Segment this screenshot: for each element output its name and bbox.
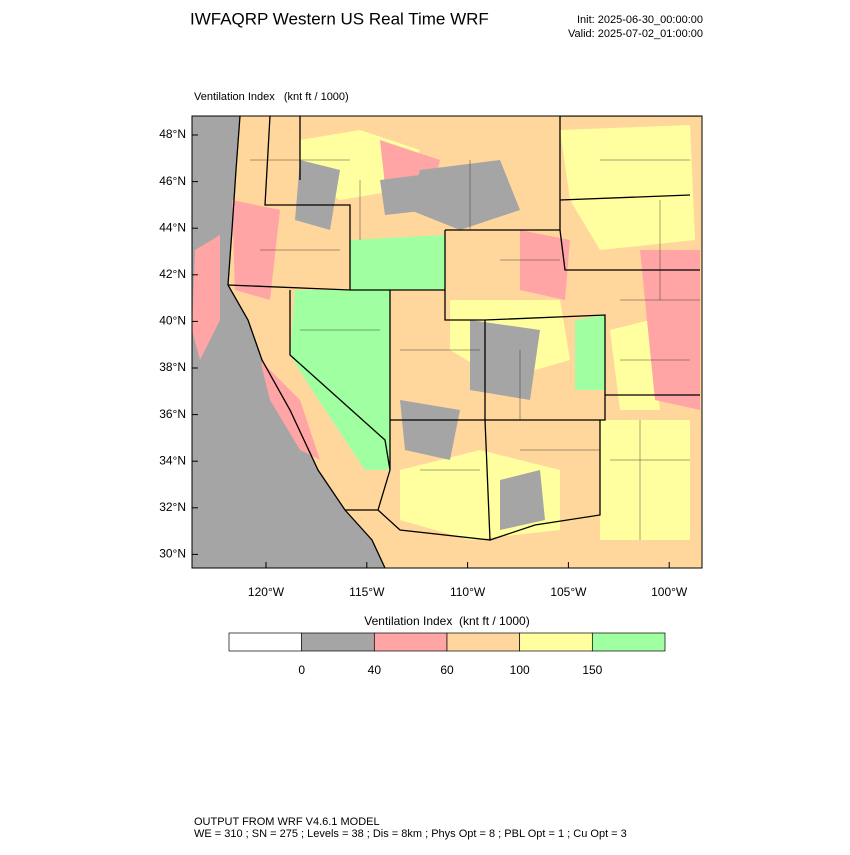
lat-label: 30°N [159,547,186,561]
colorbar-label: 0 [298,663,305,677]
lon-label: 110°W [450,585,486,599]
init-time: Init: 2025-06-30_00:00:00 [577,14,703,26]
lat-label: 34°N [159,453,186,467]
valid-time: Valid: 2025-07-02_01:00:00 [568,28,703,40]
colorbar-label: 100 [510,663,530,677]
colorbar-title: Ventilation Index (knt ft / 1000) [364,614,529,628]
lat-label: 36°N [159,407,186,421]
colorbar-box [373,632,448,652]
title: IWFAQRP Western US Real Time WRF [190,9,489,28]
lat-label: 48°N [159,127,186,141]
lon-label: 115°W [349,585,385,599]
footer-line: WE = 310 ; SN = 275 ; Levels = 38 ; Dis … [194,828,627,840]
colorbar-box [446,632,521,652]
colorbar-box [301,632,375,652]
lat-label: 38°N [159,360,186,374]
map [191,115,703,569]
lat-label: 46°N [159,174,186,188]
footer-line: OUTPUT FROM WRF V4.6.1 MODEL [194,816,380,828]
lat-label: 44°N [159,220,186,234]
colorbar-box [519,632,593,652]
lon-label: 100°W [651,585,688,599]
map-label: Ventilation Index (knt ft / 1000) [194,91,349,103]
lat-label: 42°N [159,267,186,281]
colorbar-box [228,632,303,652]
lon-label: 105°W [550,585,587,599]
lat-label: 32°N [159,500,186,514]
lat-label: 40°N [159,314,186,328]
colorbar-label: 150 [582,663,602,677]
colorbar-box [591,632,666,652]
colorbar-label: 60 [440,663,454,677]
lon-label: 120°W [248,585,285,599]
colorbar-label: 40 [368,663,382,677]
